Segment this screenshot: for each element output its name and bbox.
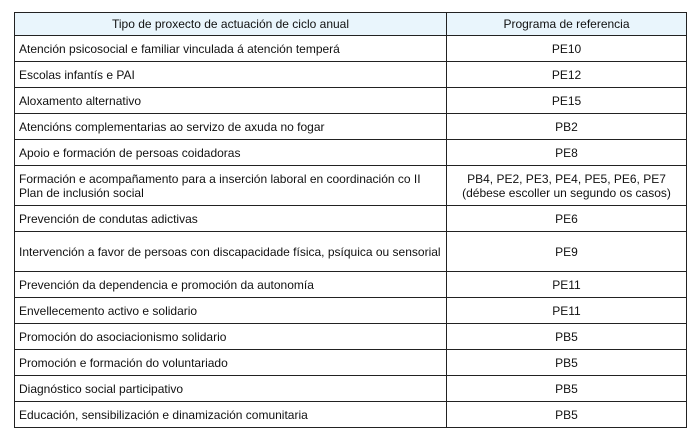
table-row: Prevención de condutas adictivas PE6 [14, 205, 687, 232]
cell-tipo: Atención psicosocial e familiar vinculad… [14, 35, 447, 62]
cell-tipo: Intervención a favor de persoas con disc… [14, 231, 447, 272]
cell-tipo: Envellecemento activo e solidario [14, 297, 447, 324]
cell-tipo: Promoción e formación do voluntariado [14, 349, 447, 376]
cell-programa: PB5 [446, 375, 687, 402]
table-row: Apoio e formación de persoas coidadoras P… [14, 139, 687, 166]
header-tipo: Tipo de proxecto de actuación de ciclo a… [14, 12, 447, 36]
table-row: Prevención da dependencia e promoción da… [14, 271, 687, 298]
table-row: Intervención a favor de persoas con disc… [14, 231, 687, 272]
cell-programa: PB5 [446, 323, 687, 350]
cell-tipo: Promoción do asociacionismo solidario [14, 323, 447, 350]
cell-programa: PE11 [446, 271, 687, 298]
cell-programa: PE9 [446, 231, 687, 272]
cell-programa: PE10 [446, 35, 687, 62]
cell-tipo: Educación, sensibilización e dinamizació… [14, 401, 447, 428]
table-row: Formación e acompañamento para a inserci… [14, 165, 687, 206]
cell-programa: PB2 [446, 113, 687, 140]
cell-programa: PB5 [446, 349, 687, 376]
cell-tipo: Formación e acompañamento para a inserci… [14, 165, 447, 206]
cell-tipo: Apoio e formación de persoas coidadoras [14, 139, 447, 166]
cell-programa: PE8 [446, 139, 687, 166]
table-row: Atencións complementarias ao servizo de … [14, 113, 687, 140]
table-row: Promoción do asociacionismo solidario PB5 [14, 323, 687, 350]
cell-tipo: Aloxamento alternativo [14, 87, 447, 114]
cell-programa: PB4, PE2, PE3, PE4, PE5, PE6, PE7 (débes… [446, 165, 687, 206]
table-row: Escolas infantís e PAI PE12 [14, 61, 687, 88]
cell-programa: PE15 [446, 87, 687, 114]
reference-table: Tipo de proxecto de actuación de ciclo a… [14, 12, 687, 428]
header-programa: Programa de referencia [446, 12, 687, 36]
cell-programa: PE11 [446, 297, 687, 324]
cell-programa: PB5 [446, 401, 687, 428]
cell-programa: PE6 [446, 205, 687, 232]
table-row: Promoción e formación do voluntariado PB5 [14, 349, 687, 376]
table-row: Envellecemento activo e solidario PE11 [14, 297, 687, 324]
cell-tipo: Escolas infantís e PAI [14, 61, 447, 88]
cell-programa: PE12 [446, 61, 687, 88]
cell-tipo: Prevención da dependencia e promoción da… [14, 271, 447, 298]
table-row: Educación, sensibilización e dinamizació… [14, 401, 687, 428]
cell-tipo: Diagnóstico social participativo [14, 375, 447, 402]
table-row: Diagnóstico social participativo PB5 [14, 375, 687, 402]
cell-tipo: Atencións complementarias ao servizo de … [14, 113, 447, 140]
header-row: Tipo de proxecto de actuación de ciclo a… [14, 12, 687, 36]
cell-tipo: Prevención de condutas adictivas [14, 205, 447, 232]
table-row: Aloxamento alternativo PE15 [14, 87, 687, 114]
table-row: Atención psicosocial e familiar vinculad… [14, 35, 687, 62]
